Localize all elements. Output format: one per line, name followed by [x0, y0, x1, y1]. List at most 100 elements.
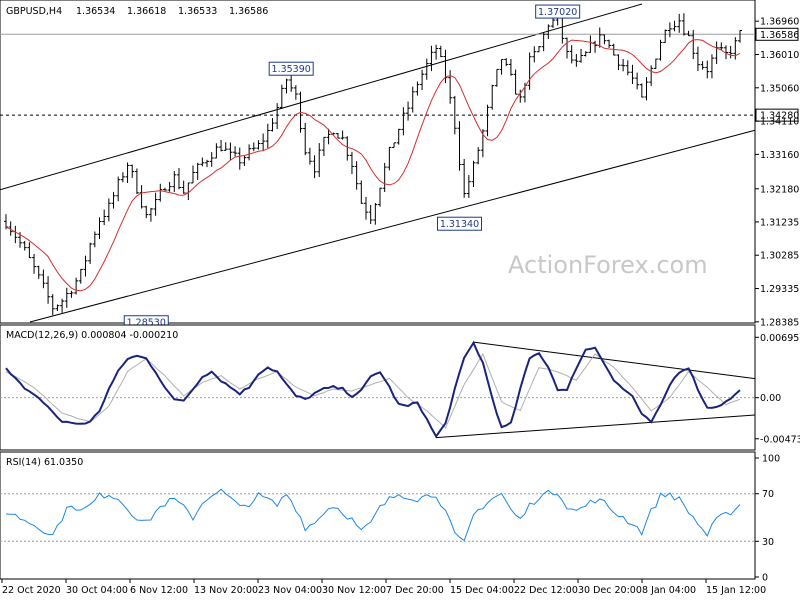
price-bar: [106, 198, 111, 222]
price-tick-label: 1.33160: [760, 150, 799, 161]
time-tick-label: 8 Jan 04:00: [642, 585, 696, 596]
price-bar: [527, 52, 532, 90]
rsi-tick-label: 0: [762, 573, 768, 584]
price-bar: [644, 77, 649, 101]
price-bar: [335, 133, 340, 139]
price-bar: [36, 265, 41, 279]
price-tick-label: 1.34280: [760, 111, 799, 122]
time-tick: 15 Jan 12:00: [705, 579, 766, 596]
price-bar: [307, 147, 312, 165]
price-tick-label: 1.28385: [760, 317, 799, 328]
price-bar: [406, 101, 411, 121]
price-bar: [373, 202, 378, 225]
price-bar: [396, 128, 401, 145]
macd-panel-frame: [0, 324, 756, 451]
price-bar: [340, 130, 345, 140]
price-bar: [111, 191, 116, 209]
price-bar: [658, 39, 663, 61]
price-tick: 1.36960: [755, 17, 799, 28]
price-bar: [219, 140, 224, 152]
price-tick: 1.35060: [755, 83, 799, 94]
rsi-tick-label: 100: [762, 454, 780, 465]
price-bar: [354, 161, 359, 190]
price-bar: [265, 123, 270, 149]
price-bar: [639, 83, 644, 98]
price-bar: [134, 168, 139, 194]
price-bar: [593, 40, 598, 53]
price-bar: [700, 61, 705, 70]
price-bar: [616, 54, 621, 71]
time-tick: 13 Nov 20:00: [193, 579, 258, 596]
price-bar: [176, 168, 181, 190]
price-bar: [438, 45, 443, 58]
price-bar: [738, 29, 742, 43]
price-bar: [485, 104, 490, 137]
price-bar: [695, 46, 700, 71]
time-tick-label: 15 Dec 04:00: [450, 585, 514, 596]
price-tick: 1.36010: [755, 50, 799, 61]
level-label: 1.37020: [535, 4, 581, 19]
price-bar: [92, 231, 97, 248]
price-bar: [214, 143, 219, 159]
price-bar: [32, 254, 37, 274]
price-bar: [120, 172, 125, 183]
price-bar: [635, 72, 640, 90]
low-value: 1.36533: [178, 6, 217, 17]
price-bar: [247, 144, 252, 161]
time-tick: 22 Oct 2020: [1, 579, 61, 596]
price-tick-label: 1.32180: [760, 184, 799, 195]
price-bar: [723, 45, 728, 60]
price-bar: [349, 151, 354, 175]
price-bar: [233, 146, 238, 157]
time-tick-label: 30 Nov 12:00: [322, 585, 386, 596]
price-bar: [363, 197, 368, 220]
price-bar: [621, 58, 626, 72]
time-tick-label: 22 Dec 12:00: [514, 585, 578, 596]
price-bar: [317, 143, 322, 178]
level-label: 1.35390: [268, 61, 314, 76]
channel-upper-line: [0, 3, 643, 191]
price-bar: [719, 42, 724, 51]
price-bar: [392, 142, 397, 148]
time-tick-label: 7 Dec 20:00: [386, 585, 444, 596]
price-bar: [74, 277, 79, 295]
price-bar: [22, 240, 27, 251]
price-tick: 1.32180: [755, 184, 799, 195]
price-tick-label: 1.29335: [760, 284, 799, 295]
time-tick-label: 23 Nov 04:00: [258, 585, 322, 596]
price-bar: [494, 68, 499, 87]
price-bar: [153, 192, 158, 216]
channel-lower-line: [29, 129, 756, 323]
price-bar: [691, 29, 696, 60]
price-bar: [102, 209, 107, 226]
price-bar: [583, 51, 588, 57]
time-axis: 22 Oct 2020 30 Oct 04:00 6 Nov 12:00 13 Nov…: [1, 579, 766, 596]
price-bar: [172, 171, 177, 192]
price-bar: [293, 85, 298, 100]
price-bar: [368, 204, 373, 224]
time-tick-label: 30 Oct 04:00: [66, 585, 128, 596]
macd-triangle-lines: [436, 341, 756, 439]
price-tick: 1.33160: [755, 150, 799, 161]
price-bar: [345, 136, 350, 161]
price-tag-box: [755, 108, 799, 122]
price-tick-label: 1.36010: [760, 50, 799, 61]
price-bar: [50, 294, 55, 316]
price-bar: [144, 205, 149, 219]
price-bar: [513, 69, 518, 95]
price-bar: [508, 59, 513, 76]
price-bar: [434, 44, 439, 60]
rsi-title: RSI(14) 61.0350: [6, 457, 83, 468]
price-tick-label: 1.31235: [760, 217, 799, 228]
price-bar: [46, 276, 51, 304]
level-label-text: 1.37020: [538, 7, 577, 18]
price-bar: [457, 121, 462, 171]
price-tick: 1.31235: [755, 217, 799, 228]
price-bar: [378, 187, 383, 207]
price-bar: [78, 268, 83, 284]
price-bar: [158, 183, 163, 202]
price-bar: [681, 13, 686, 36]
price-bar: [536, 45, 541, 53]
price-bar: [41, 269, 46, 289]
price-bar: [279, 84, 284, 109]
